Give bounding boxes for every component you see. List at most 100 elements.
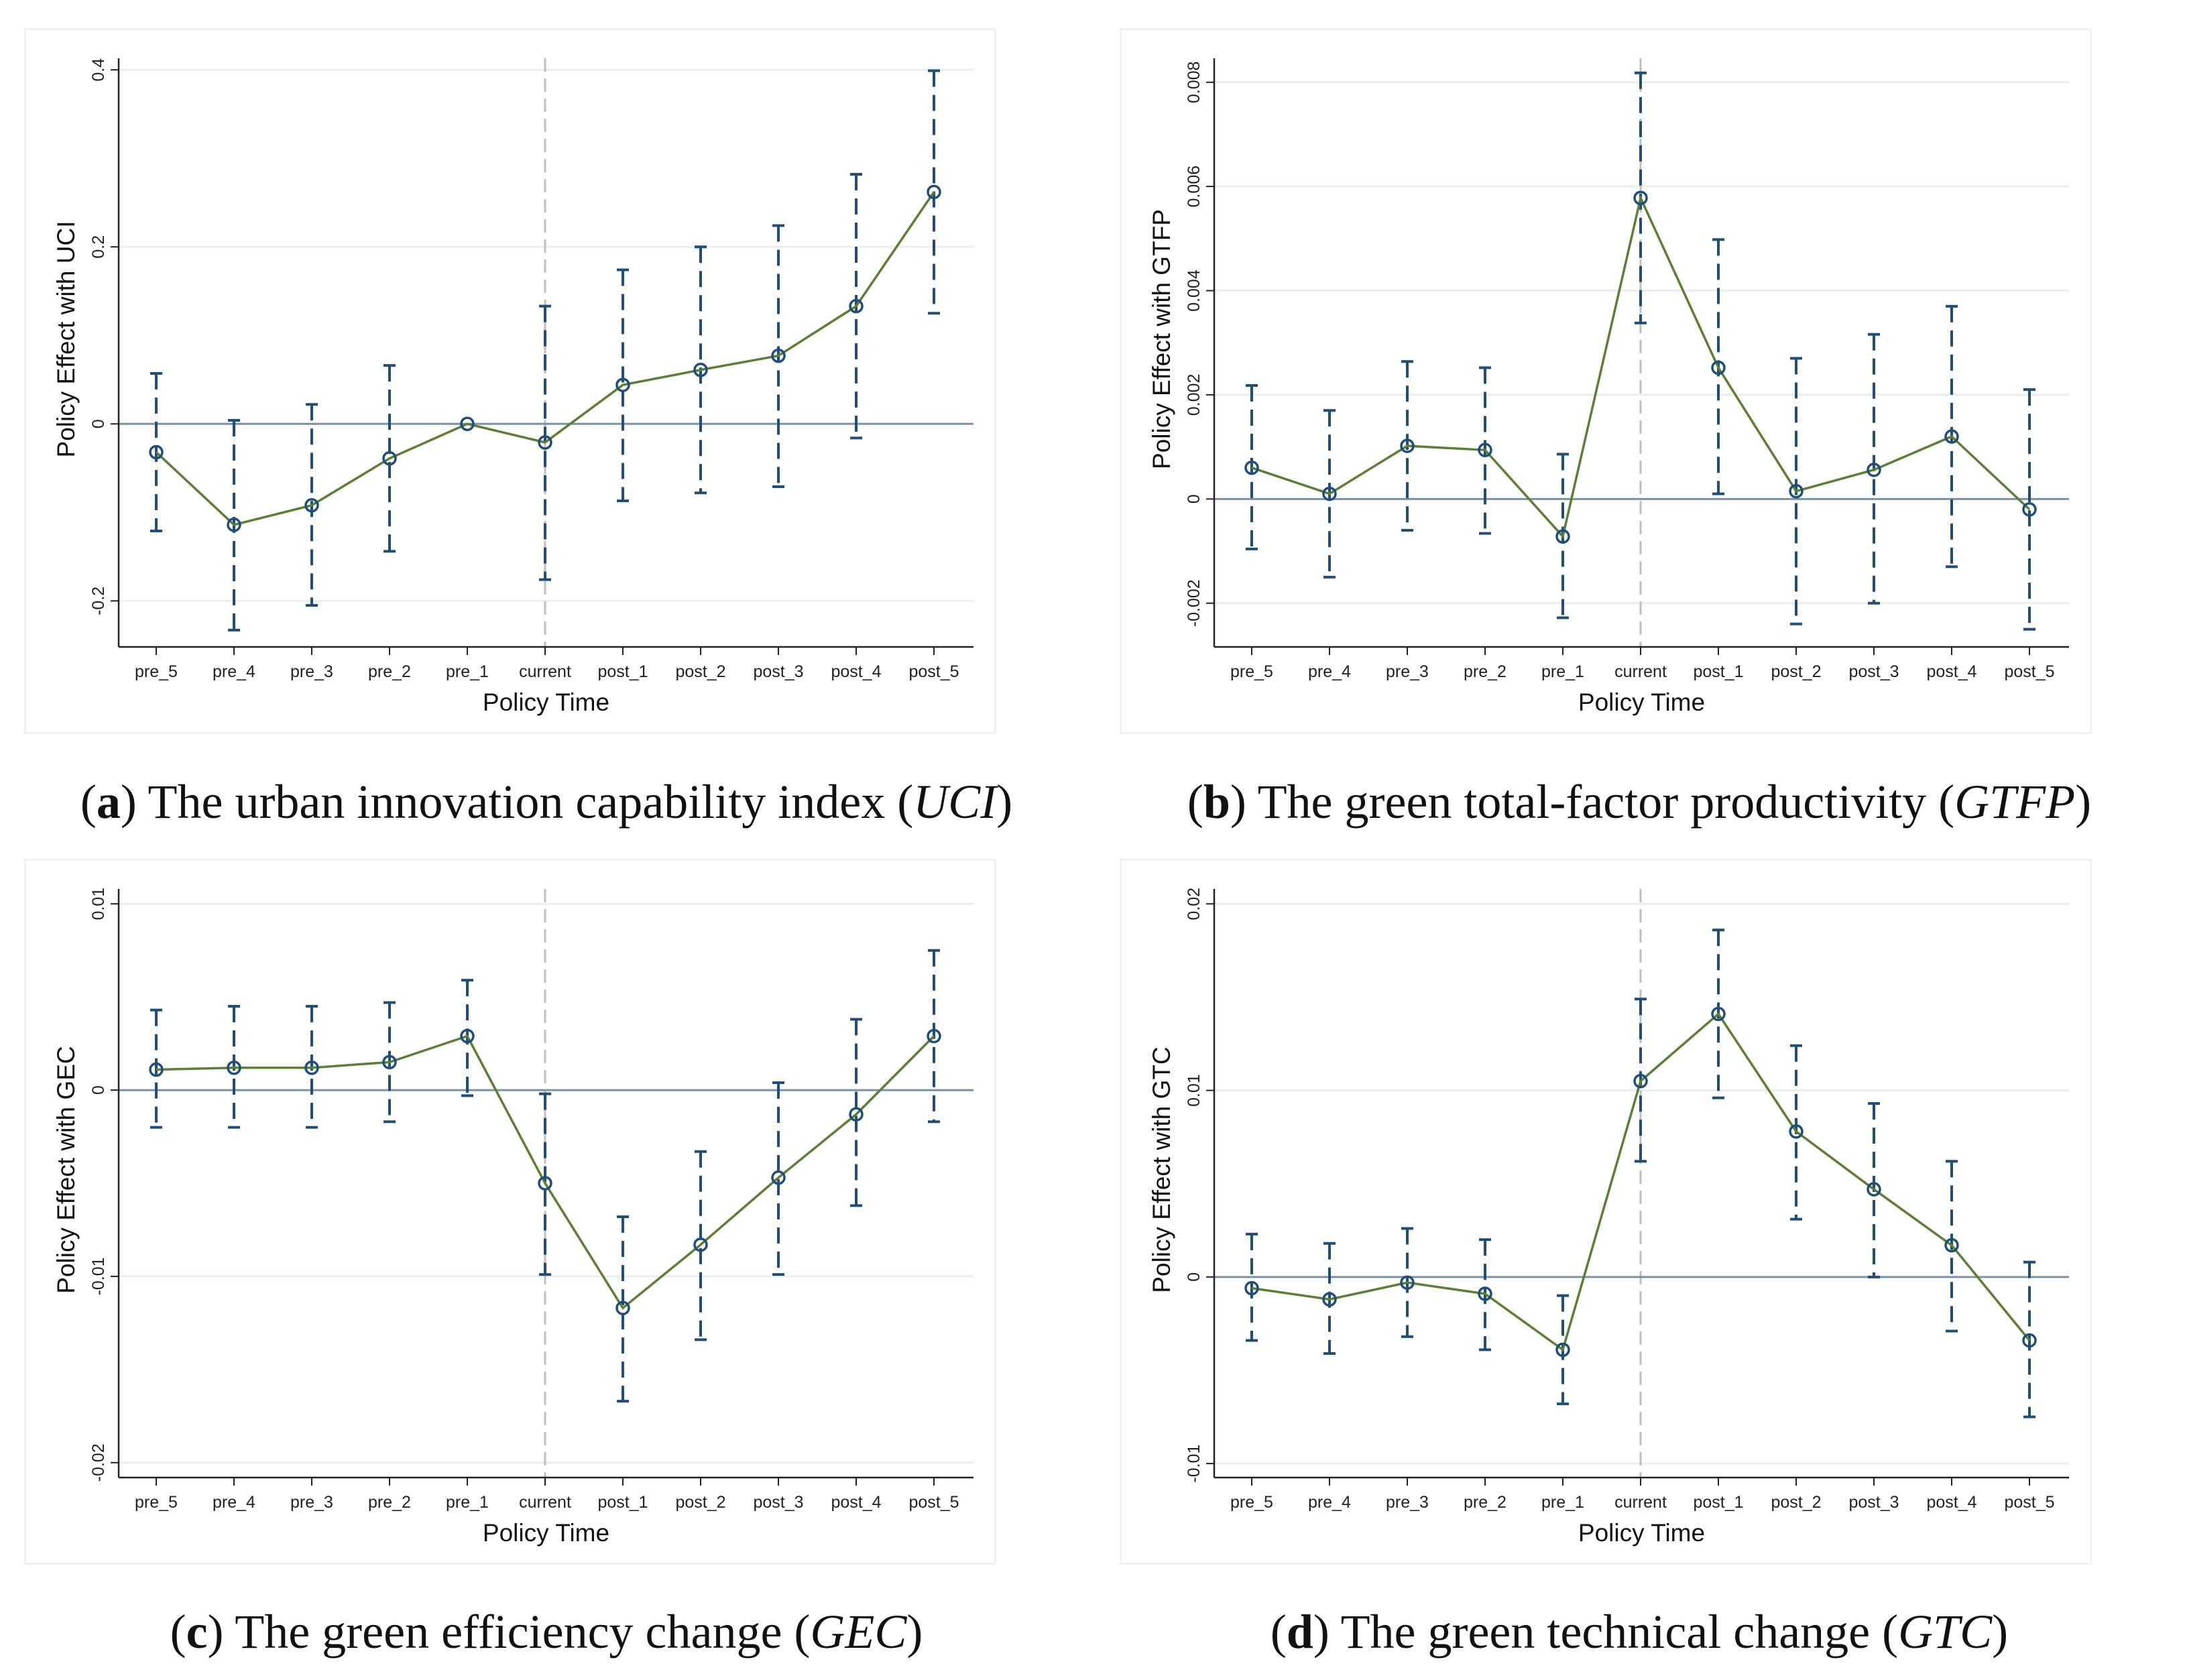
- x-tick-label: post_2: [675, 1493, 725, 1512]
- caption-abbr: GEC: [810, 1605, 907, 1659]
- y-tick-label: 0.2: [89, 235, 108, 259]
- series-line: [155, 191, 935, 526]
- x-tick-label: pre_5: [1230, 662, 1273, 681]
- x-tick-label: pre_2: [368, 662, 411, 681]
- y-tick-label: 0.4: [89, 58, 108, 82]
- data-point: [1789, 1124, 1804, 1139]
- data-point: [771, 348, 786, 363]
- y-tick-label: -0.01: [1185, 1445, 1203, 1483]
- y-tick-label: 0.008: [1185, 61, 1203, 103]
- x-tick-label: pre_3: [290, 662, 333, 681]
- data-point: [304, 498, 319, 513]
- data-point: [1789, 483, 1804, 499]
- x-tick-label: post_5: [908, 662, 959, 681]
- data-point: [1478, 442, 1492, 458]
- data-point: [1322, 1292, 1337, 1307]
- caption-d: (d) The green technical change (GTC): [1270, 1605, 2009, 1659]
- x-tick-label: post_5: [2004, 662, 2054, 681]
- caption-text: The green technical change: [1340, 1605, 1871, 1659]
- x-tick-label: post_3: [1848, 1493, 1899, 1512]
- series-line: [1251, 1012, 2031, 1352]
- data-point: [771, 1170, 786, 1185]
- data-point: [927, 184, 941, 200]
- data-point: [1867, 463, 1881, 477]
- data-point: [304, 1060, 319, 1075]
- y-tick-label: 0: [89, 419, 108, 428]
- x-tick-label: post_4: [831, 1493, 881, 1512]
- y-tick-label: -0.02: [89, 1443, 108, 1482]
- chart-b: -0.002 0 0.002 0.004 0.006 0.008 pre_5 pre_4 pre…: [1148, 58, 2069, 716]
- x-axis-title: Policy Time: [483, 688, 609, 716]
- y-tick-label: 0.01: [89, 888, 108, 920]
- x-tick-label: pre_3: [1386, 662, 1429, 681]
- x-tick-label: post_1: [1693, 662, 1743, 681]
- caption-c: (c) The green efficiency change (GEC): [170, 1605, 923, 1659]
- data-point: [1711, 1006, 1726, 1022]
- data-point: [1322, 486, 1337, 501]
- caption-letter: d: [1286, 1605, 1313, 1659]
- x-tick-label: post_2: [675, 662, 725, 681]
- x-tick-label: post_3: [753, 662, 803, 681]
- data-point: [2022, 502, 2037, 517]
- data-point: [460, 1028, 475, 1044]
- x-tick-label: post_4: [831, 662, 881, 681]
- data-point: [460, 416, 475, 432]
- x-tick-label: post_4: [1926, 1493, 1976, 1512]
- x-tick-label: pre_1: [446, 1493, 489, 1512]
- data-point: [149, 444, 164, 460]
- data-point: [927, 1028, 941, 1044]
- data-point: [149, 1062, 164, 1077]
- series-line: [1251, 194, 2031, 539]
- data-point: [227, 1060, 241, 1075]
- data-point: [2022, 1333, 2037, 1348]
- data-point: [227, 518, 241, 532]
- data-point: [1867, 1182, 1881, 1197]
- data-point: [1944, 429, 1959, 444]
- caption-abbr: GTFP: [1954, 775, 2076, 829]
- y-axis-title: Policy Effect with GTFP: [1148, 209, 1175, 469]
- x-tick-label: pre_2: [1464, 662, 1507, 681]
- x-tick-label: pre_2: [1464, 1493, 1507, 1512]
- y-tick-label: 0.02: [1185, 888, 1203, 920]
- caption-text: The urban innovation capability index: [147, 775, 886, 829]
- caption-text: The green total-factor productivity: [1257, 775, 1927, 829]
- x-tick-label: pre_1: [1541, 1493, 1584, 1512]
- x-tick-label: pre_4: [213, 662, 255, 681]
- data-point: [382, 1055, 397, 1070]
- panel-a: -0.2 0 0.2 0.4 pre_5 pre_4 pre_3 pre_2 pre_1 curr…: [24, 28, 996, 734]
- x-tick-label: post_2: [1771, 1493, 1821, 1512]
- data-point: [538, 1176, 552, 1191]
- data-point: [1555, 529, 1570, 544]
- y-tick-label: 0: [1185, 1272, 1203, 1282]
- data-point: [1633, 190, 1648, 205]
- x-tick-label: post_1: [597, 662, 648, 681]
- y-tick-label: 0.006: [1185, 166, 1203, 208]
- data-point: [1244, 460, 1259, 475]
- data-point: [693, 1237, 708, 1252]
- x-tick-label: post_5: [2004, 1493, 2054, 1512]
- x-tick-label: post_4: [1926, 662, 1976, 681]
- data-point: [615, 1301, 630, 1315]
- x-tick-label: current: [519, 1493, 571, 1512]
- x-tick-label: post_1: [1693, 1493, 1743, 1512]
- panel-d: -0.01 0 0.01 0.02 pre_5 pre_4 pre_3 pre_2 pre_1 c…: [1120, 859, 2092, 1565]
- data-point: [1400, 1275, 1415, 1290]
- x-axis-title: Policy Time: [483, 1519, 609, 1547]
- data-point: [849, 298, 864, 314]
- caption-abbr: GTC: [1898, 1605, 1993, 1659]
- x-tick-label: pre_1: [1541, 662, 1584, 681]
- x-tick-label: post_3: [1848, 662, 1899, 681]
- y-tick-label: -0.002: [1185, 579, 1203, 627]
- series-line: [156, 1034, 935, 1310]
- x-tick-label: current: [1614, 1493, 1667, 1512]
- y-tick-label: 0: [89, 1085, 108, 1095]
- caption-abbr: UCI: [913, 775, 997, 829]
- x-tick-label: pre_5: [135, 1493, 178, 1512]
- caption-letter: c: [186, 1605, 208, 1659]
- data-point: [1478, 1286, 1492, 1301]
- x-tick-label: pre_1: [446, 662, 489, 681]
- x-tick-label: pre_4: [1308, 662, 1351, 681]
- y-tick-label: 0.01: [1185, 1074, 1203, 1107]
- data-point: [615, 377, 630, 392]
- x-tick-label: current: [519, 662, 571, 681]
